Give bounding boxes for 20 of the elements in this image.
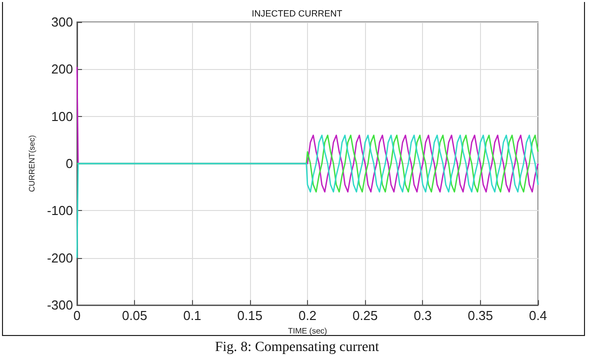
x-tick-label: 0.2	[298, 308, 317, 324]
chart-title: INJECTED CURRENT	[252, 8, 343, 18]
y-tick-label: -100	[46, 203, 73, 218]
x-tick-label: 0.15	[237, 308, 263, 324]
x-tick-label: 0.35	[468, 308, 494, 324]
y-axis-title: CURRENT(sec)	[28, 134, 37, 192]
x-tick-label: 0.4	[528, 308, 548, 324]
y-tick-label: 300	[51, 14, 73, 30]
x-tick-label: 0.1	[183, 308, 202, 324]
y-tick-label: 200	[51, 62, 73, 77]
caption: Fig. 8: Compensating current	[214, 340, 380, 356]
y-tick-label: -300	[46, 298, 73, 313]
y-tick-label: 0	[66, 156, 73, 172]
x-axis-title: TIME (sec)	[288, 326, 328, 336]
y-tick-label: 100	[51, 108, 73, 124]
x-tick-label: 0.25	[352, 308, 378, 324]
y-tick-label: -200	[46, 250, 73, 266]
line-series	[76, 134, 539, 259]
x-tick-label: 0.3	[414, 308, 432, 324]
x-tick-label: 0.05	[122, 308, 148, 324]
